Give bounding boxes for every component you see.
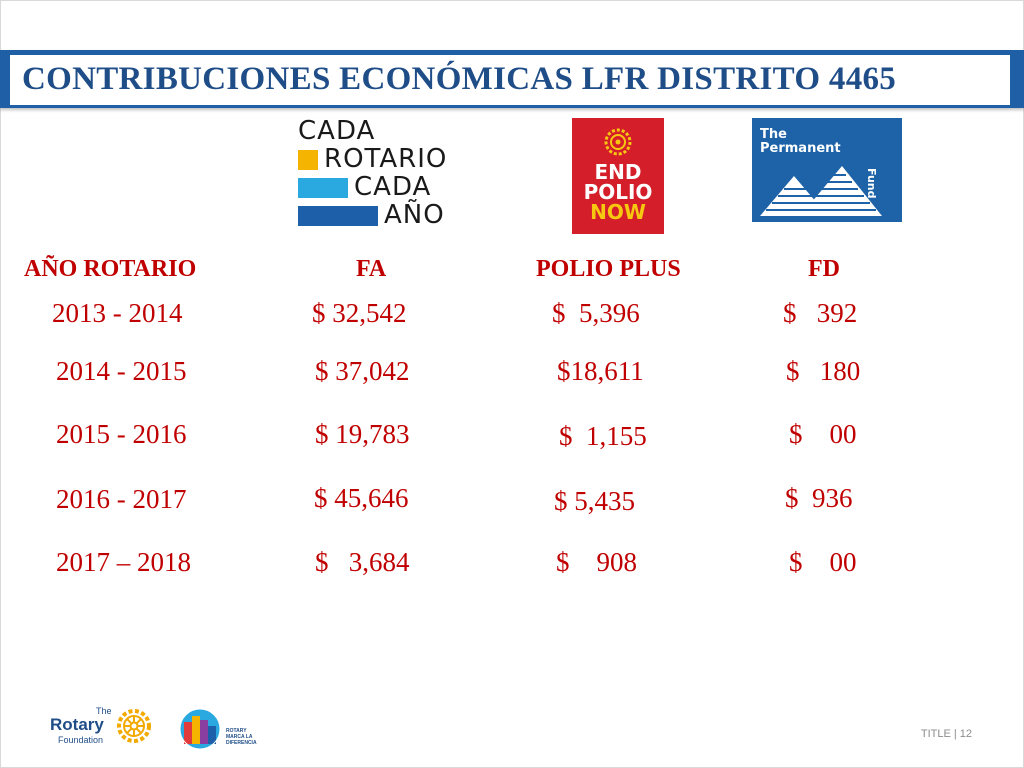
row-2-fa: $ 37,042 [315,356,410,386]
header-fa: FA [356,256,387,282]
row-3-year: 2015 - 2016 [56,419,187,449]
rotary-marca-la-diferencia-logo: ROTARY MARCA LA DIFERENCIA [178,708,268,750]
row-4-fa: $ 45,646 [314,483,409,513]
row-3-fa: $ 19,783 [315,419,410,449]
row-1-polio: $ 5,396 [552,298,640,328]
row-1-fa: $ 32,542 [312,298,407,328]
pyramids-icon [760,166,882,216]
end-polio-now-logo: END POLIO NOW [572,118,664,234]
marca-line-1: ROTARY [226,728,247,734]
header-ano-rotario: AÑO ROTARIO [24,256,197,282]
end-polio-line-1: END [594,160,642,184]
permanent-fund-logo: The Permanent Fund [752,118,902,222]
light-blue-bar [298,178,348,198]
fund-permanent-label: Permanent [760,141,841,156]
dark-blue-bar [298,206,378,226]
header-polio-plus: POLIO PLUS [536,256,681,282]
marca-emblem-icon [179,708,221,750]
rotary-wheel-icon [604,128,632,156]
row-1-fd: $ 392 [783,298,858,328]
marca-line-2: MARCA LA [226,734,253,740]
rotary-gear-icon [117,709,151,743]
row-5-year: 2017 – 2018 [56,547,191,577]
marca-line-3: DIFERENCIA [226,740,257,746]
fund-the-label: The [760,127,787,142]
yellow-square [298,150,318,170]
rotary-foundation-logo: The Rotary Foundation [50,706,155,746]
cada-logo-line-2: ROTARIO [324,144,448,174]
row-2-polio: $18,611 [557,356,644,386]
row-4-year: 2016 - 2017 [56,484,187,514]
row-4-fd: $ 936 [785,483,853,513]
cada-rotario-cada-ano-logo: CADA ROTARIO CADA AÑO [296,118,454,232]
row-3-fd: $ 00 [789,419,857,449]
row-5-fa: $ 3,684 [315,547,410,577]
cada-logo-line-1: CADA [298,116,376,146]
header-fd: FD [808,256,840,282]
row-2-fd: $ 180 [786,356,861,386]
rotary-foundation-label: Foundation [58,735,104,745]
row-1-year: 2013 - 2014 [52,298,183,328]
row-5-polio: $ 908 [556,547,637,577]
row-3-polio: $ 1,155 [559,421,647,451]
end-polio-line-2: POLIO [583,180,653,204]
slide-number-label: TITLE | 12 [920,728,972,740]
title-panel: CONTRIBUCIONES ECONÓMICAS LFR DISTRITO 4… [10,55,1010,105]
fund-fund-label: Fund [865,168,878,199]
row-2-year: 2014 - 2015 [56,356,187,386]
row-4-polio: $ 5,435 [554,486,635,516]
rotary-the-label: The [96,706,112,716]
rotary-name-label: Rotary [50,715,104,734]
end-polio-line-3: NOW [590,200,646,224]
cada-logo-line-3: CADA [354,172,432,202]
slide-title: CONTRIBUCIONES ECONÓMICAS LFR DISTRITO 4… [22,61,897,97]
row-5-fd: $ 00 [789,547,857,577]
title-banner: CONTRIBUCIONES ECONÓMICAS LFR DISTRITO 4… [0,50,1024,108]
cada-logo-line-4: AÑO [384,200,445,230]
